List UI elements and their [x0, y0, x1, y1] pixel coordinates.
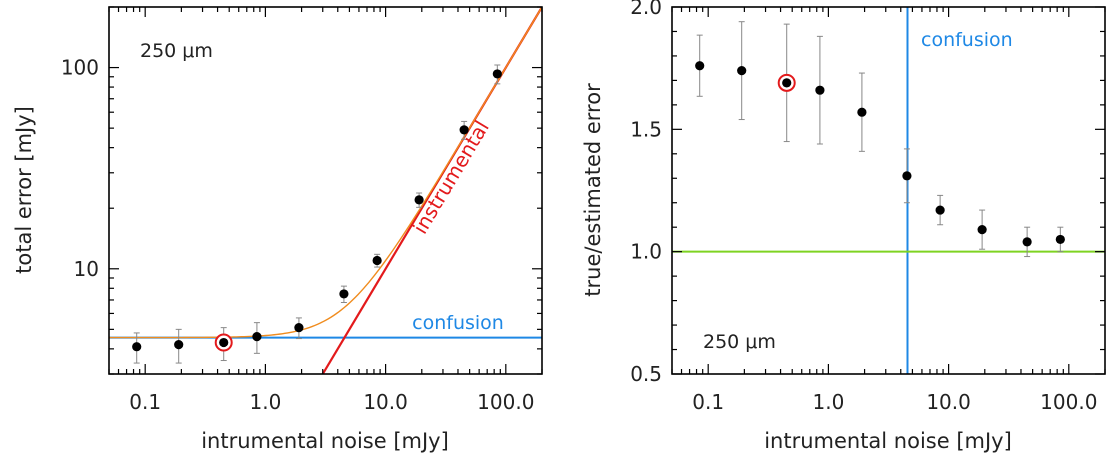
right-data-point [782, 78, 792, 88]
left-data-point [174, 339, 184, 350]
left-y-tick-label: 10 [74, 257, 99, 281]
quadrature-sum-curve [109, 7, 542, 339]
right-data-point [935, 205, 945, 215]
left-data-point [414, 195, 424, 205]
right-plot-area [672, 7, 1105, 374]
right-data-point [977, 225, 987, 235]
left-data-point [132, 342, 142, 352]
right-data-point [815, 85, 825, 95]
right-confusion-label: confusion [921, 29, 1013, 51]
left-x-tick-label: 1.0 [249, 390, 281, 414]
right-y-tick-label: 1.0 [630, 240, 662, 264]
left-annotation-wavelength: 250 μm [140, 40, 213, 62]
left-y-axis-label: total error [mJy] [12, 106, 36, 274]
right-x-tick-label: 0.1 [692, 390, 724, 414]
left-x-tick-label: 0.1 [129, 390, 161, 414]
left-data-point [219, 337, 229, 348]
right-annotation-wavelength: 250 μm [703, 331, 776, 353]
right-x-tick-label: 10.0 [926, 390, 971, 414]
left-data-point [492, 69, 502, 79]
instrumental-label: instrumental [408, 116, 494, 238]
right-y-tick-label: 0.5 [630, 362, 662, 386]
left-data-point [372, 255, 382, 266]
right-y-tick-label: 2.0 [630, 0, 662, 19]
left-data-point [339, 289, 349, 299]
right-ticks: 0.1 1.0 10.0 100.0 0.5 1.0 1.5 2.0 [630, 0, 1106, 414]
left-plot-area [109, 7, 542, 374]
left-data-point [459, 125, 469, 135]
left-x-axis-label: intrumental noise [mJy] [201, 429, 449, 453]
right-x-tick-label: 1.0 [812, 390, 844, 414]
left-y-tick-label: 100 [61, 56, 99, 80]
right-data-point [902, 171, 912, 181]
left-data-point [294, 323, 304, 333]
right-data-point [857, 107, 867, 117]
right-x-axis-label: intrumental noise [mJy] [764, 429, 1012, 453]
right-data-point [1055, 234, 1065, 245]
left-confusion-label: confusion [412, 312, 504, 334]
left-axes-frame [108, 6, 543, 375]
left-panel: 0.1 1.0 10.0 100.0 10 100 250 μm confusion in… [12, 6, 543, 453]
right-data-point [737, 66, 747, 76]
right-panel: 0.1 1.0 10.0 100.0 0.5 1.0 1.5 2.0 250 μm confu… [581, 0, 1106, 453]
left-data-point [252, 332, 262, 342]
left-x-tick-label: 100.0 [477, 390, 534, 414]
right-x-tick-label: 100.0 [1040, 390, 1097, 414]
right-y-axis-label: true/estimated error [581, 83, 605, 297]
left-x-tick-label: 10.0 [363, 390, 408, 414]
right-axes-frame [671, 6, 1106, 375]
right-data-point [1022, 237, 1032, 247]
right-data-point [695, 61, 705, 71]
right-y-tick-label: 1.5 [630, 117, 662, 141]
left-ticks: 0.1 1.0 10.0 100.0 10 100 [61, 6, 543, 414]
